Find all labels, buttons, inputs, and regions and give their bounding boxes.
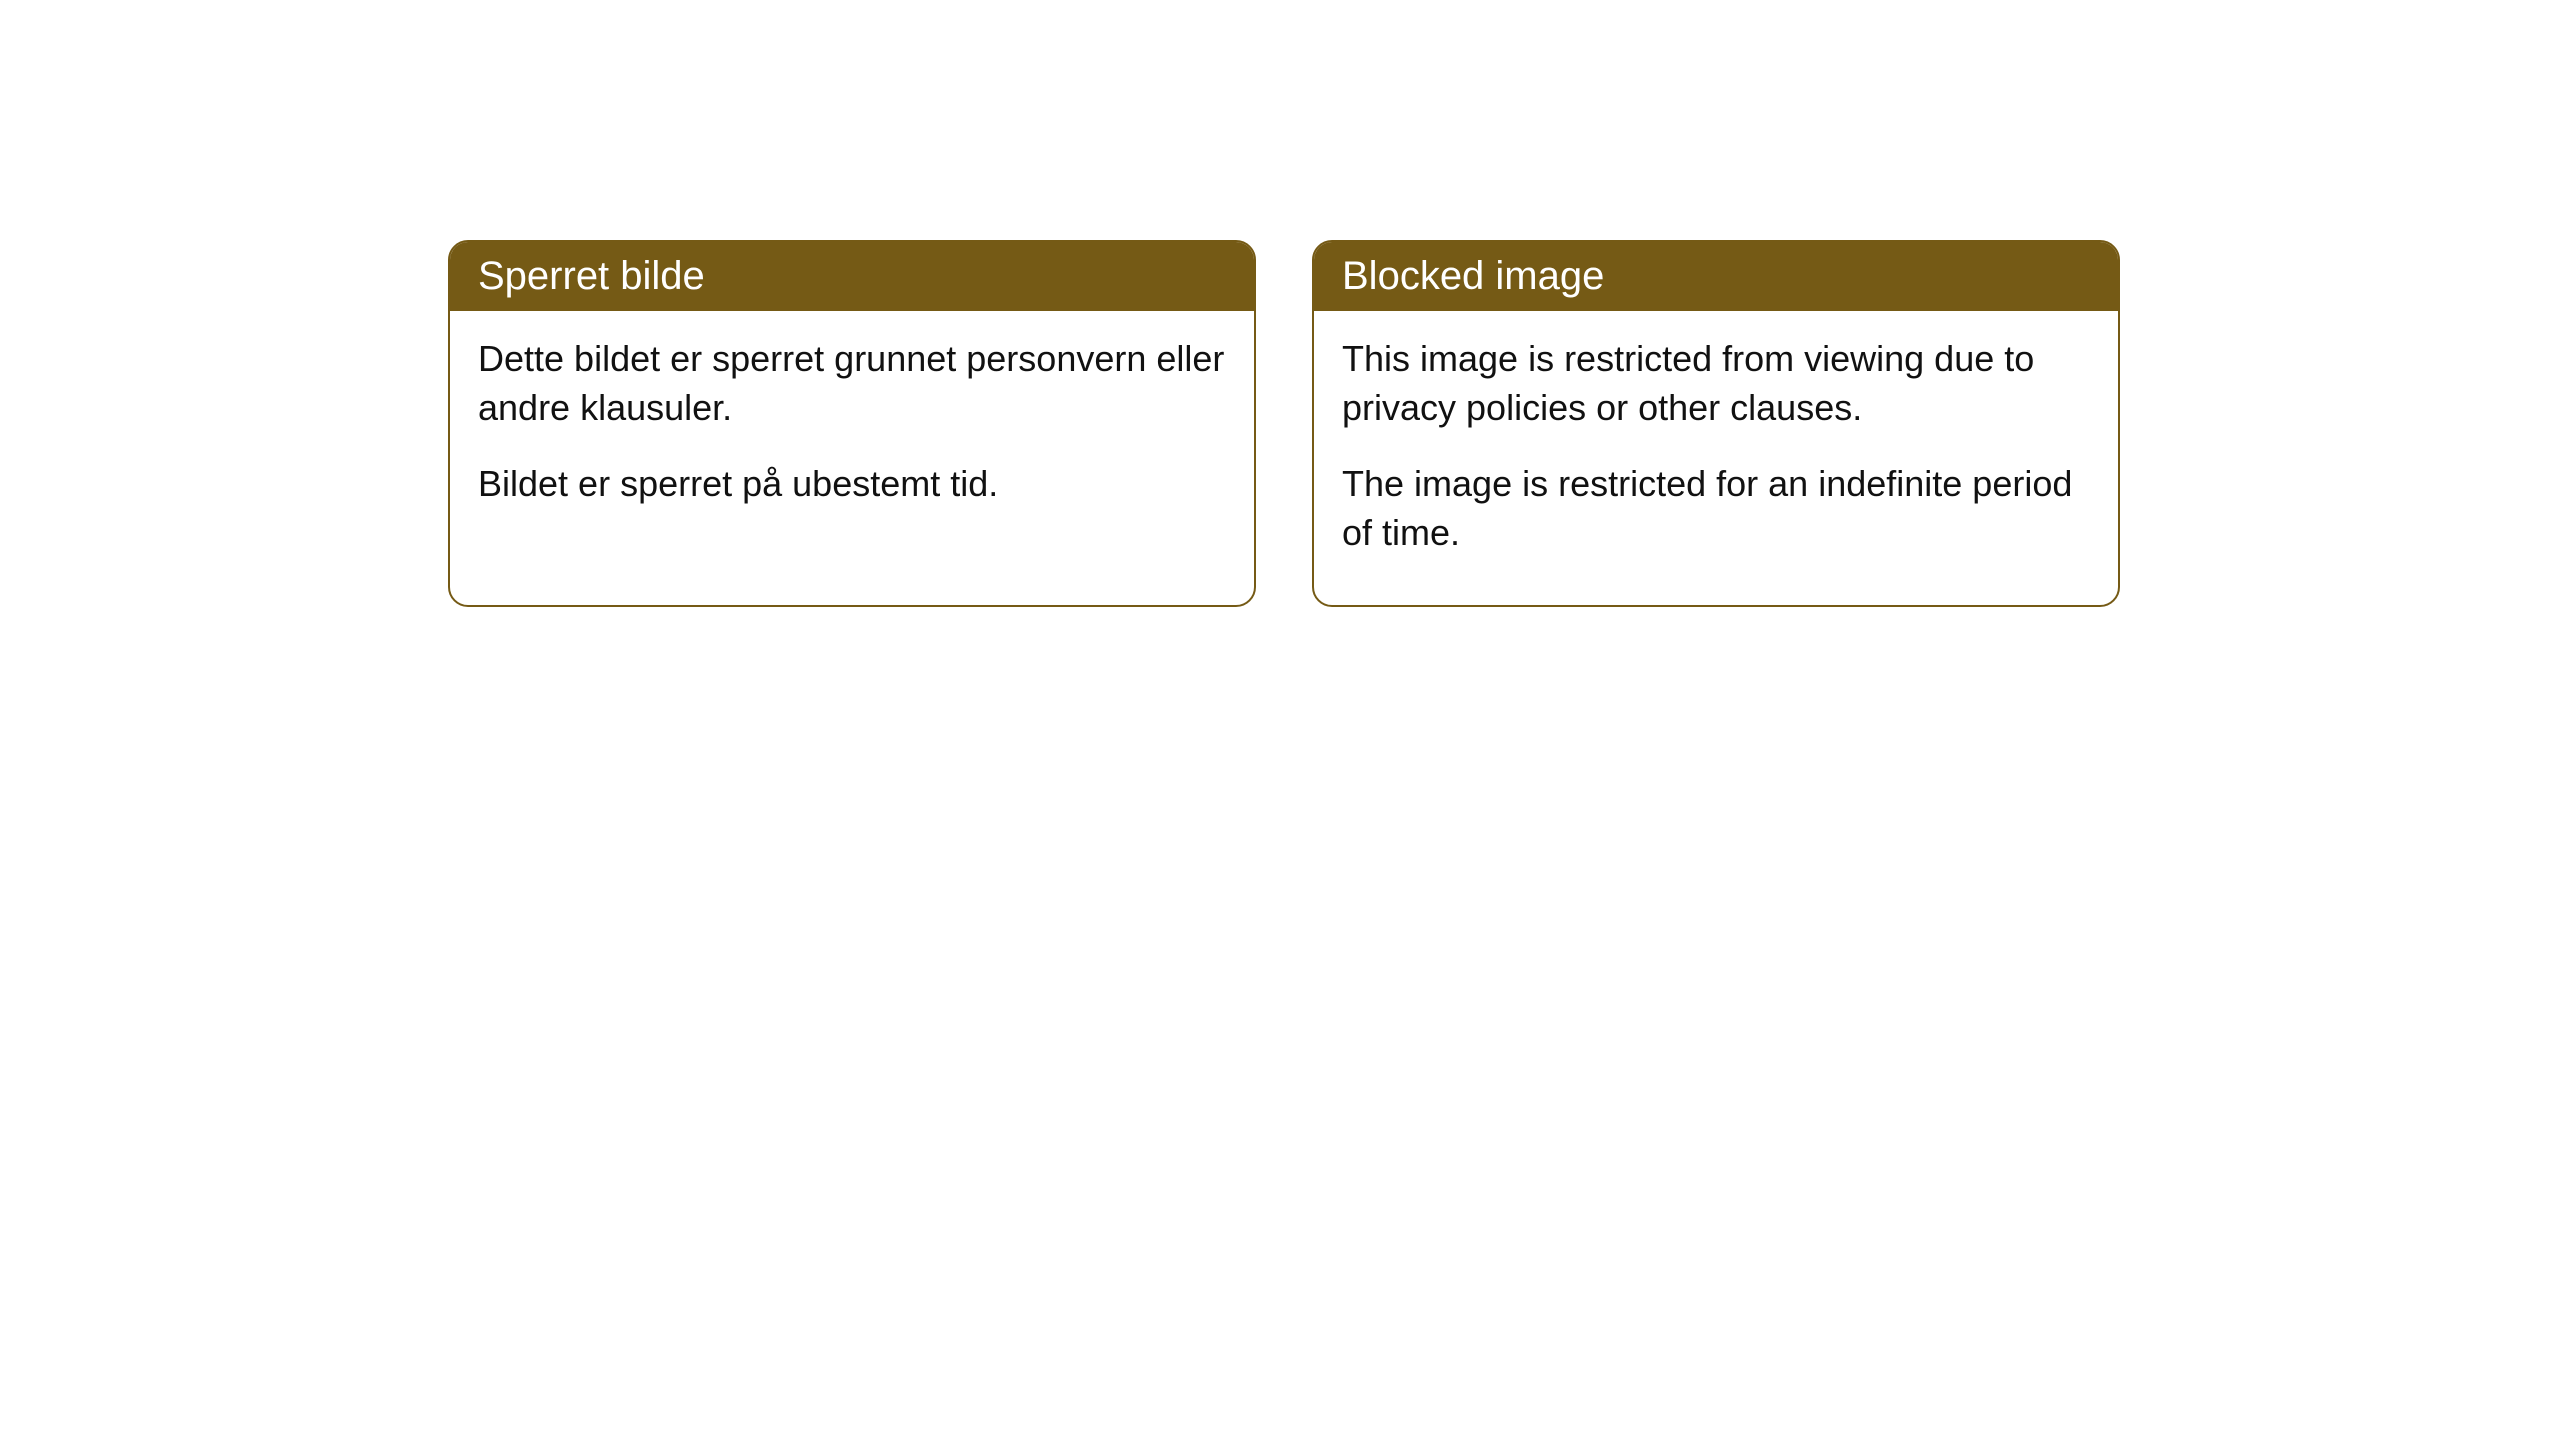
- card-paragraph-1-no: Dette bildet er sperret grunnet personve…: [478, 335, 1226, 432]
- card-paragraph-1-en: This image is restricted from viewing du…: [1342, 335, 2090, 432]
- card-body-no: Dette bildet er sperret grunnet personve…: [450, 311, 1254, 557]
- notice-container: Sperret bilde Dette bildet er sperret gr…: [0, 0, 2560, 607]
- blocked-image-card-no: Sperret bilde Dette bildet er sperret gr…: [448, 240, 1256, 607]
- card-paragraph-2-en: The image is restricted for an indefinit…: [1342, 460, 2090, 557]
- card-paragraph-2-no: Bildet er sperret på ubestemt tid.: [478, 460, 1226, 509]
- card-title-en: Blocked image: [1314, 242, 2118, 311]
- card-body-en: This image is restricted from viewing du…: [1314, 311, 2118, 605]
- blocked-image-card-en: Blocked image This image is restricted f…: [1312, 240, 2120, 607]
- card-title-no: Sperret bilde: [450, 242, 1254, 311]
